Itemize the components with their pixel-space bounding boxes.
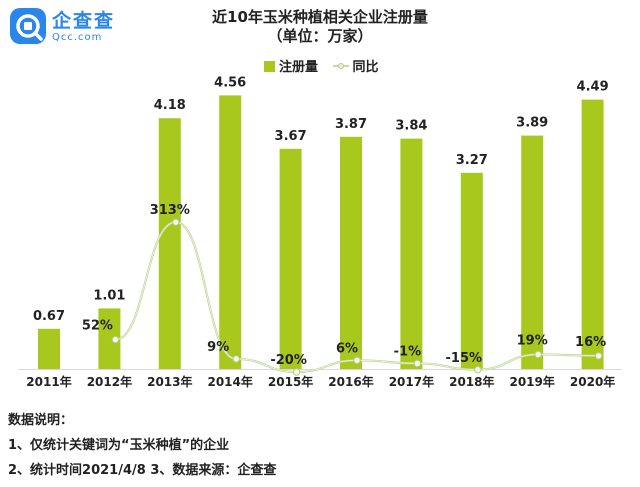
bar-value-label: 3.67 <box>275 129 307 144</box>
bar-value-label: 4.56 <box>214 75 246 90</box>
bar <box>158 118 181 369</box>
yoy-value-label: 16% <box>575 335 606 350</box>
x-tick-label: 2011年 <box>26 374 71 389</box>
yoy-value-label: 52% <box>82 319 113 334</box>
notes-heading: 数据说明： <box>8 413 74 428</box>
yoy-value-label: 19% <box>517 333 548 348</box>
yoy-value-label: -1% <box>394 344 421 359</box>
notes-line-1: 1、仅统计关键词为“玉米种植”的企业 <box>8 438 230 453</box>
legend: 注册量 同比 <box>264 56 389 75</box>
legend-item-bar: 注册量 <box>264 56 318 75</box>
logo-name-cn: 企查查 <box>52 10 116 32</box>
legend-bar-swatch <box>264 61 275 72</box>
bar <box>521 135 544 369</box>
legend-line-swatch <box>332 63 349 69</box>
legend-item-line: 同比 <box>332 56 379 75</box>
yoy-value-label: -20% <box>270 353 307 368</box>
x-tick-label: 2020年 <box>570 374 615 389</box>
bar <box>279 148 302 369</box>
bar-value-label: 3.84 <box>395 119 427 134</box>
x-tick-label: 2019年 <box>509 374 554 389</box>
bar-value-label: 4.49 <box>577 80 609 95</box>
x-tick-label: 2014年 <box>207 374 252 389</box>
bar-value-label: 4.18 <box>154 98 186 113</box>
bar-value-label: 3.89 <box>516 116 548 131</box>
qcc-logo: 企查查 Qcc.com <box>10 6 128 46</box>
bar-value-label: 3.27 <box>456 153 488 168</box>
bar <box>400 138 423 369</box>
yoy-value-label: 6% <box>336 341 358 356</box>
logo-name-en: Qcc.com <box>52 32 103 43</box>
x-tick-label: 2016年 <box>328 374 373 389</box>
yoy-point <box>292 368 301 376</box>
yoy-point <box>232 355 240 363</box>
notes-line-2: 2、统计时间2021/4/8 3、数据来源：企查查 <box>8 463 277 478</box>
bar <box>460 172 483 369</box>
legend-line-label: 同比 <box>352 60 379 75</box>
bar <box>340 136 362 369</box>
x-tick-label: 2018年 <box>449 374 494 389</box>
qcc-logo-icon <box>10 8 46 44</box>
bar-value-label: 1.01 <box>93 288 125 303</box>
chart-title: 近10年玉米种植相关企业注册量 <box>212 8 428 26</box>
x-tick-label: 2012年 <box>87 374 132 389</box>
bar-value-label: 3.87 <box>335 117 367 132</box>
yoy-value-label: 313% <box>150 203 190 218</box>
yoy-point <box>172 218 180 226</box>
x-tick-label: 2015年 <box>268 374 313 389</box>
bar <box>38 328 60 369</box>
yoy-point <box>413 359 422 368</box>
bar <box>219 95 242 370</box>
yoy-point <box>594 352 603 360</box>
chart-subtitle: （单位：万家） <box>267 27 373 45</box>
data-notes: 数据说明： 1、仅统计关键词为“玉米种植”的企业 2、统计时间2021/4/8 … <box>8 408 276 483</box>
yoy-point <box>474 366 482 374</box>
x-tick-label: 2013年 <box>147 374 192 389</box>
yoy-point <box>353 356 361 364</box>
yoy-point <box>534 350 542 359</box>
yoy-value-label: -15% <box>446 351 483 366</box>
bar-value-label: 0.67 <box>33 309 65 324</box>
yoy-point <box>111 335 120 344</box>
yoy-value-label: 9% <box>207 340 229 355</box>
bar <box>98 308 121 369</box>
bar <box>581 99 604 369</box>
x-tick-label: 2017年 <box>389 374 434 389</box>
legend-bar-label: 注册量 <box>279 60 319 75</box>
chart-canvas: 0.67 1.01 4.18 4.56 3.67 3.87 3.84 3.27 3.89 4.49… <box>18 75 622 389</box>
